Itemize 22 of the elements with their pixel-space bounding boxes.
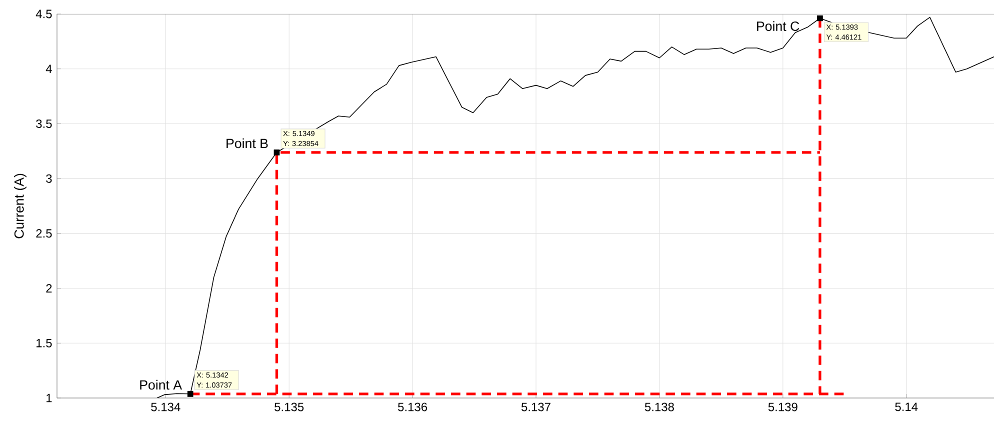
y-tick-label: 3.5 — [36, 119, 52, 128]
y-tick-label: 2 — [46, 284, 52, 292]
y-tick-label: 3 — [46, 174, 52, 183]
annotation: Point C — [757, 21, 800, 31]
x-tick-label: 5.138 — [644, 402, 674, 412]
point — [817, 15, 823, 22]
y-tick-label: 1 — [46, 394, 52, 402]
annotation: Point B — [226, 138, 268, 148]
y-tick-label: 1.5 — [36, 338, 52, 348]
y-tick-label: 4.5 — [36, 10, 52, 18]
x-tick-label: 5.137 — [521, 402, 550, 412]
x-tick-label: 5.134 — [151, 402, 180, 412]
y-tick-label: 4 — [46, 64, 52, 73]
x-tick-label: 5.136 — [398, 402, 428, 412]
y-axis-title: Current (A) — [14, 174, 26, 238]
y-tick-label: 2.5 — [36, 229, 52, 238]
point — [187, 390, 194, 397]
annotation: Point A — [140, 380, 182, 390]
x-tick-label: 5.135 — [274, 402, 304, 412]
point — [274, 149, 280, 156]
x-tick-label: 5.139 — [768, 402, 798, 412]
x-tick-label: 5.14 — [895, 402, 918, 412]
